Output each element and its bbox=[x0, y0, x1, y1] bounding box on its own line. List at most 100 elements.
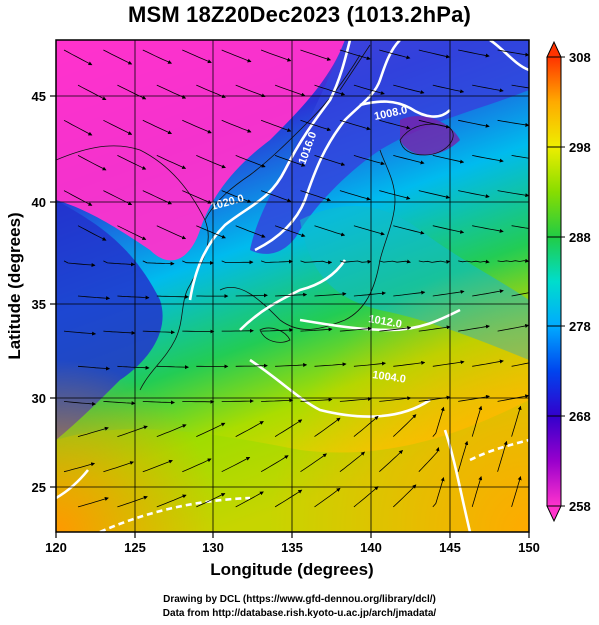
streamline-52 bbox=[221, 190, 252, 203]
streamline-0 bbox=[63, 49, 93, 66]
x-tick-135: 135 bbox=[281, 540, 303, 555]
x-tick-140: 140 bbox=[360, 540, 382, 555]
streamline-64 bbox=[235, 225, 266, 238]
streamline-98 bbox=[142, 330, 175, 335]
streamline-165 bbox=[432, 477, 445, 508]
streamline-117 bbox=[432, 360, 465, 367]
streamline-130 bbox=[458, 394, 490, 402]
streamline-93 bbox=[432, 289, 465, 297]
x-tick-labels: 120 125 130 135 140 145 150 bbox=[45, 540, 540, 555]
streamline-62 bbox=[156, 225, 187, 240]
streamline-28 bbox=[221, 119, 252, 133]
streamline-140 bbox=[393, 414, 417, 437]
streamline-138 bbox=[314, 417, 341, 437]
streamline-81 bbox=[418, 259, 451, 264]
streamline-114 bbox=[314, 362, 347, 367]
streamline-72 bbox=[63, 260, 96, 267]
streamline-108 bbox=[77, 365, 111, 371]
streamline-107 bbox=[497, 324, 529, 332]
y-tick-labels: 45 40 35 30 25 bbox=[32, 89, 46, 495]
streamline-88 bbox=[235, 293, 268, 298]
colorbar-tick-268: 268 bbox=[569, 409, 591, 424]
y-tick-25: 25 bbox=[32, 480, 46, 495]
x-tick-120: 120 bbox=[45, 540, 67, 555]
streamline-109 bbox=[117, 365, 150, 370]
streamline-135 bbox=[196, 422, 226, 437]
streamline-95 bbox=[511, 292, 529, 297]
streamline-47 bbox=[511, 155, 529, 159]
streamline-18 bbox=[314, 84, 346, 96]
y-tick-35: 35 bbox=[32, 297, 46, 312]
streamline-6 bbox=[300, 49, 332, 61]
streamline-112 bbox=[235, 363, 268, 368]
streamline-57 bbox=[418, 190, 451, 199]
streamline-152 bbox=[379, 449, 403, 472]
streamline-149 bbox=[260, 455, 289, 473]
contour-label-1004: 1004.0 bbox=[372, 369, 407, 386]
streamline-48 bbox=[63, 190, 93, 206]
streamline-136 bbox=[235, 421, 264, 437]
streamline-141 bbox=[432, 406, 445, 437]
colorbar-tick-298: 298 bbox=[569, 140, 591, 155]
streamline-71 bbox=[511, 225, 529, 229]
y-tick-30: 30 bbox=[32, 391, 46, 406]
colorbar-tick-288: 288 bbox=[569, 230, 591, 245]
x-axis-label: Longitude (degrees) bbox=[210, 560, 373, 579]
streamline-32 bbox=[379, 119, 411, 130]
streamline-55 bbox=[339, 190, 371, 201]
streamline-39 bbox=[196, 155, 226, 169]
streamline-96 bbox=[63, 330, 97, 336]
contour-label-1012: 1012.0 bbox=[367, 313, 402, 331]
streamline-113 bbox=[275, 362, 308, 367]
streamline-97 bbox=[103, 330, 136, 335]
streamline-83 bbox=[497, 258, 529, 263]
x-tick-130: 130 bbox=[202, 540, 224, 555]
streamline-132 bbox=[77, 426, 109, 437]
chart-title: MSM 18Z20Dec2023 (1013.2hPa) bbox=[127, 2, 472, 27]
streamline-73 bbox=[103, 260, 136, 267]
streamline-41 bbox=[274, 155, 306, 167]
streamline-54 bbox=[300, 190, 332, 202]
streamline-42 bbox=[314, 155, 346, 166]
streamline-34 bbox=[458, 119, 490, 128]
streamline-40 bbox=[235, 155, 266, 168]
streamline-66 bbox=[314, 225, 346, 237]
streamline-80 bbox=[379, 259, 411, 264]
streamline-70 bbox=[472, 225, 504, 233]
streamline-160 bbox=[235, 491, 264, 508]
streamline-27 bbox=[182, 119, 212, 134]
streamline-2 bbox=[142, 49, 173, 64]
streamline-89 bbox=[275, 292, 308, 297]
streamline-17 bbox=[274, 84, 306, 97]
y-axis-label: Latitude (degrees) bbox=[5, 212, 24, 359]
x-tick-145: 145 bbox=[439, 540, 461, 555]
streamline-16 bbox=[235, 84, 266, 98]
streamline-147 bbox=[182, 458, 212, 473]
streamline-77 bbox=[260, 259, 293, 264]
streamline-82 bbox=[458, 259, 490, 264]
streamline-25 bbox=[103, 119, 133, 135]
streamline-134 bbox=[156, 424, 187, 437]
streamline-65 bbox=[274, 225, 306, 238]
colorbar-tick-278: 278 bbox=[569, 319, 591, 334]
streamline-94 bbox=[472, 289, 504, 297]
streamline-69 bbox=[432, 225, 465, 234]
streamline-164 bbox=[393, 484, 417, 508]
streamline-21 bbox=[432, 84, 465, 94]
streamline-59 bbox=[497, 190, 529, 198]
streamline-163 bbox=[353, 486, 379, 508]
streamline-119 bbox=[511, 362, 529, 367]
streamline-127 bbox=[339, 396, 372, 402]
streamline-23 bbox=[511, 84, 529, 89]
streamline-19 bbox=[353, 84, 385, 95]
streamline-128 bbox=[379, 396, 412, 402]
streamline-1 bbox=[103, 49, 133, 65]
streamline-101 bbox=[261, 328, 294, 333]
streamline-53 bbox=[260, 190, 292, 203]
streamline-125 bbox=[261, 398, 294, 403]
streamline-3 bbox=[182, 49, 212, 64]
grid bbox=[56, 40, 529, 532]
streamline-161 bbox=[274, 489, 303, 508]
streamline-146 bbox=[142, 459, 173, 473]
